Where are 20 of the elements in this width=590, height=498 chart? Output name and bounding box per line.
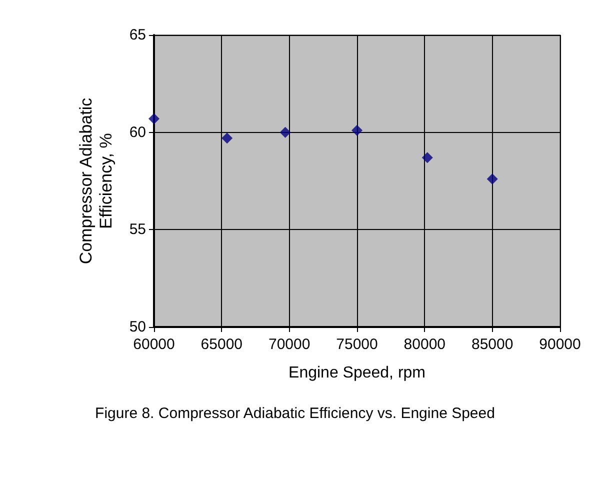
x-axis-title: Engine Speed, rpm	[288, 364, 426, 382]
x-tick-label: 75000	[336, 336, 378, 353]
x-tick-label: 70000	[268, 336, 310, 353]
caption: Figure 8. Compressor Adiabatic Efficiency vs. Engine Speed	[94, 404, 496, 424]
point	[148, 113, 160, 124]
x-tick-label: 65000	[200, 336, 243, 353]
point	[280, 126, 291, 138]
y-tick-label: 50	[129, 318, 146, 336]
y-tick-label: 60	[129, 124, 146, 141]
x-tick-label: 85000	[471, 336, 514, 353]
point	[352, 124, 362, 136]
point	[222, 132, 233, 144]
x-tick-label: 60000	[133, 336, 175, 353]
y-tick-label: 65	[129, 26, 146, 44]
point	[486, 174, 498, 185]
x-tick-label: 90000	[539, 336, 581, 353]
x-tick-label: 80000	[404, 336, 446, 353]
y-axis-title: Compressor Adiabatic Efficiency, %	[76, 97, 116, 264]
point	[422, 152, 433, 164]
y-tick-label: 55	[129, 221, 146, 238]
